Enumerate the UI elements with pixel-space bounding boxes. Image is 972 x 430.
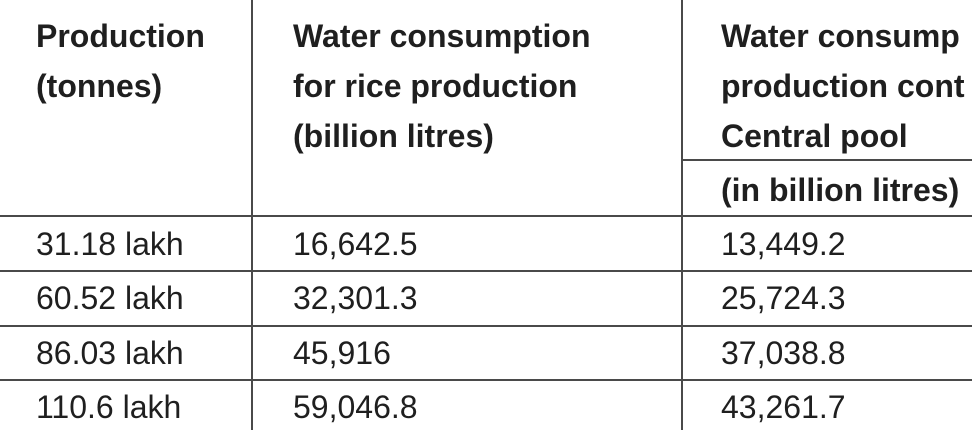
table-cell: 31.18 lakh — [36, 226, 184, 262]
subheader-unit: (in billion litres) — [721, 172, 960, 208]
header-line: Central pool — [721, 118, 908, 154]
table-cell: 110.6 lakh — [36, 389, 182, 425]
table-cell: 86.03 lakh — [36, 335, 184, 371]
header-line: Water consumption — [293, 18, 591, 54]
header-production: Production (tonnes) — [36, 11, 205, 111]
table-cell: 32,301.3 — [293, 280, 418, 316]
header-water-consumption: Water consumption for rice production (b… — [293, 11, 590, 161]
header-line: (billion litres) — [293, 118, 494, 154]
row-divider — [0, 215, 972, 217]
subheader-divider — [681, 159, 972, 161]
table-cell: 37,038.8 — [721, 335, 846, 371]
header-line: (tonnes) — [36, 68, 163, 104]
header-line: production cont — [721, 68, 965, 104]
table-cell: 13,449.2 — [721, 226, 846, 262]
table-cell: 25,724.3 — [721, 280, 846, 316]
header-central-pool: Water consump production cont Central po… — [721, 11, 965, 161]
header-line: Water consump — [721, 18, 960, 54]
table-cell: 59,046.8 — [293, 389, 418, 425]
table-cell: 60.52 lakh — [36, 280, 184, 316]
table-cell: 16,642.5 — [293, 226, 418, 262]
table-cell: 43,261.7 — [721, 389, 846, 425]
table-cell: 45,916 — [293, 335, 391, 371]
row-divider — [0, 270, 972, 272]
row-divider — [0, 379, 972, 381]
row-divider — [0, 325, 972, 327]
header-line: Production — [36, 18, 205, 54]
header-line: for rice production — [293, 68, 578, 104]
